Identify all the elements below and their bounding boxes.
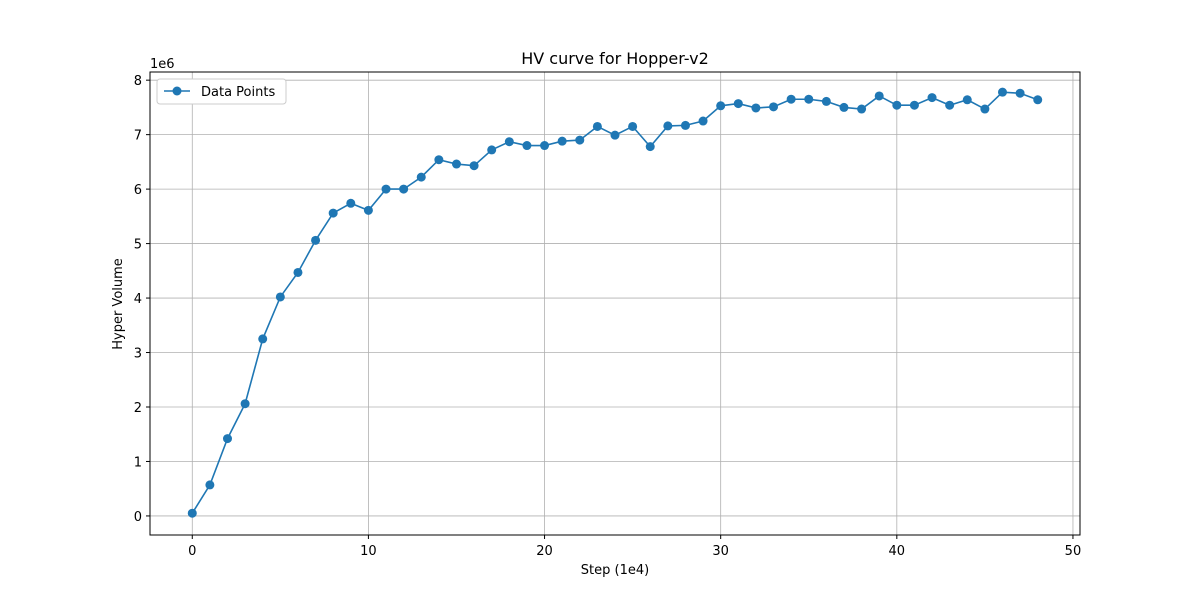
data-point [416, 172, 426, 182]
y-axis-label: Hyper Volume [111, 258, 126, 350]
data-point [592, 121, 602, 131]
x-axis: 0 10 20 30 40 50 [188, 535, 1081, 559]
data-point [557, 136, 567, 146]
legend-label: Data Points [201, 85, 275, 100]
data-point [1015, 88, 1025, 98]
plot-series [187, 87, 1043, 518]
chart-title: HV curve for Hopper-v2 [521, 49, 709, 68]
data-point [962, 95, 972, 105]
x-tick-label: 0 [188, 544, 196, 559]
y-axis: 0 1 2 3 4 5 6 7 8 [134, 74, 150, 525]
data-point [381, 184, 391, 194]
data-point [980, 104, 990, 114]
data-point [716, 101, 726, 111]
data-point [346, 198, 356, 208]
data-point [363, 205, 373, 215]
data-point [786, 94, 796, 104]
data-point [451, 159, 461, 169]
x-tick-label: 50 [1065, 544, 1082, 559]
data-point [575, 135, 585, 145]
data-point [469, 161, 479, 171]
data-point [187, 508, 197, 518]
series-line [191, 91, 1039, 514]
legend-marker-sample [172, 86, 182, 96]
x-tick-label: 40 [889, 544, 906, 559]
y-tick-label: 8 [134, 74, 142, 89]
data-point [1033, 95, 1043, 105]
data-point [698, 116, 708, 126]
y-tick-label: 6 [134, 183, 142, 198]
data-point [223, 434, 232, 444]
data-point [258, 334, 268, 344]
data-point [628, 121, 638, 131]
data-point [804, 94, 814, 104]
data-point [328, 208, 338, 218]
data-point [769, 102, 779, 112]
y-tick-label: 7 [134, 129, 142, 144]
data-point [857, 104, 867, 114]
data-point [998, 87, 1007, 97]
data-point [311, 235, 321, 245]
data-point [504, 137, 514, 147]
data-point [434, 155, 444, 165]
data-point [821, 96, 831, 106]
x-tick-label: 10 [360, 544, 377, 559]
data-point [522, 141, 532, 151]
data-point [909, 100, 919, 110]
data-point [610, 130, 620, 140]
data-point [733, 99, 743, 109]
data-point [240, 399, 250, 409]
legend-box [156, 78, 287, 105]
data-point [645, 142, 655, 152]
y-tick-label: 1 [134, 455, 142, 470]
y-tick-label: 3 [134, 347, 142, 362]
y-axis-offset-label: 1e6 [150, 57, 175, 72]
data-point [487, 145, 497, 155]
plot-frame [149, 71, 1081, 536]
x-axis-label: Step (1e4) [581, 563, 649, 578]
data-point [927, 93, 937, 103]
y-tick-label: 0 [134, 510, 142, 525]
data-point [275, 292, 285, 302]
data-point [540, 141, 550, 151]
data-point [874, 91, 884, 101]
legend: Data Points [156, 78, 287, 105]
data-point [205, 480, 215, 490]
y-tick-label: 2 [134, 401, 142, 416]
data-point [680, 120, 690, 130]
x-tick-label: 30 [712, 544, 729, 559]
grid [150, 72, 1080, 535]
y-tick-label: 4 [134, 292, 142, 307]
y-tick-label: 5 [134, 238, 142, 253]
x-tick-label: 20 [536, 544, 553, 559]
data-point [892, 100, 902, 110]
data-point [399, 184, 409, 194]
data-point [945, 100, 955, 110]
data-point [663, 121, 673, 131]
data-point [751, 103, 761, 113]
data-point [293, 267, 303, 277]
data-point [839, 102, 849, 112]
